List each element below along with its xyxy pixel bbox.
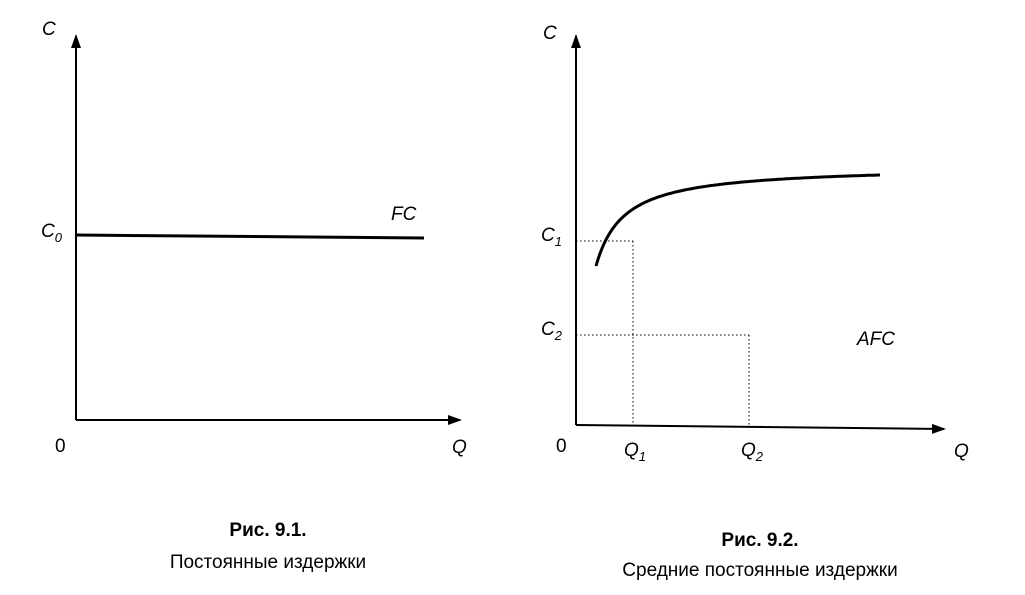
fig2-q1-label: Q1 [624, 440, 646, 464]
fig1-x-axis-label: Q [452, 437, 467, 458]
fig2-x-axis [575, 423, 946, 434]
fig1-origin-label: 0 [55, 436, 66, 457]
afc-curve-label: AFC [856, 329, 895, 350]
fc-curve-label: FC [391, 204, 417, 225]
fig2-y-axis-label: C [543, 23, 557, 44]
fig1-caption-title: Рис. 9.1. [229, 520, 306, 541]
afc-curve [594, 173, 880, 267]
fig1-caption-text: Постоянные издержки [170, 552, 366, 573]
fig2-caption-title: Рис. 9.2. [721, 530, 798, 551]
fig2-c2-label: C2 [541, 319, 563, 343]
fig2-caption-text: Средние постоянные издержки [622, 560, 897, 581]
fig2-origin-label: 0 [556, 436, 567, 457]
figure-9-2: C Q 0 AFC C1 C2 Q1 Q2 Рис. 9.2. Средние … [541, 23, 969, 581]
fig1-c0-label: C0 [41, 221, 63, 245]
fc-curve [75, 233, 425, 240]
fig2-x-axis-label: Q [954, 441, 969, 462]
fig1-y-axis-label: C [42, 19, 56, 40]
figure-9-1: C Q 0 C0 FC Рис. 9.1. Постоянные издержк… [41, 19, 467, 573]
fig2-q2-label: Q2 [741, 440, 764, 464]
fig2-c1-label: C1 [541, 225, 562, 249]
